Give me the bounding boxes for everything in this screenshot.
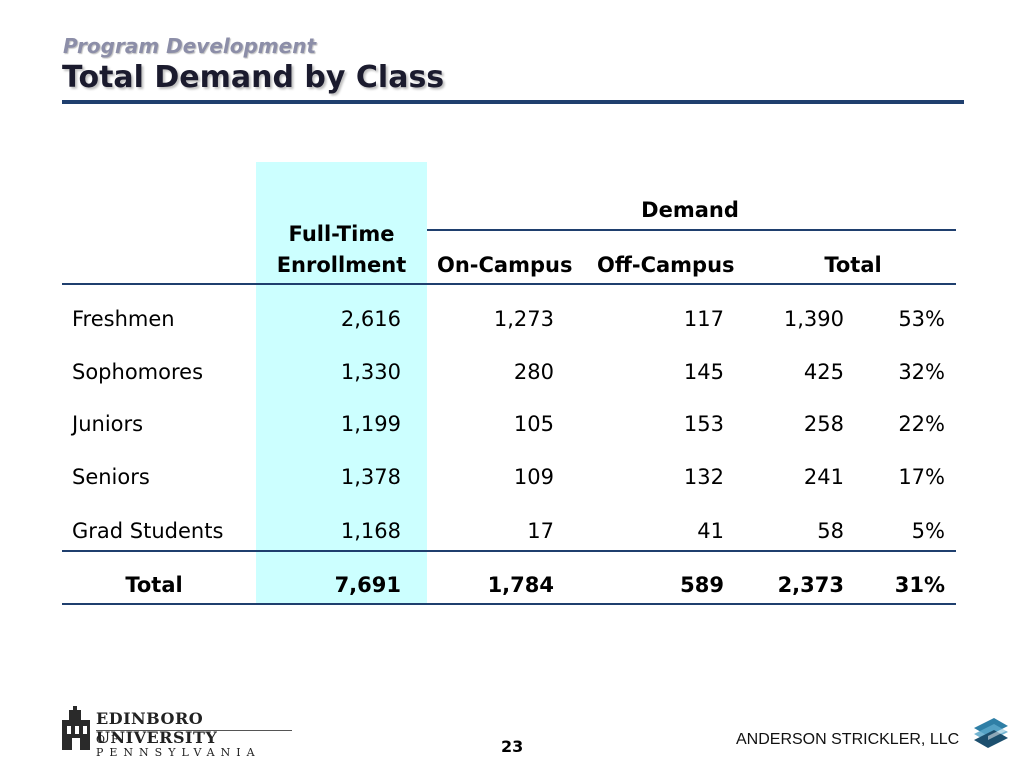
row-label: Sophomores bbox=[72, 360, 204, 384]
total-enrollment-cell: 7,691 bbox=[334, 573, 401, 597]
demand-header-rule bbox=[427, 229, 956, 231]
off-campus-cell: 117 bbox=[683, 307, 724, 331]
on-campus-header: On-Campus bbox=[437, 253, 573, 277]
total-rule-bottom bbox=[62, 603, 956, 605]
firm-logo-icon bbox=[974, 718, 1008, 748]
title-underline bbox=[62, 100, 964, 104]
firm-name: ANDERSON STRICKLER, LLC bbox=[736, 731, 960, 748]
row-label: Freshmen bbox=[72, 307, 175, 331]
off-campus-cell: 153 bbox=[683, 412, 724, 436]
on-campus-cell: 17 bbox=[527, 519, 554, 543]
university-name: EDINBORO UNIVERSITY bbox=[96, 709, 218, 747]
header-rule bbox=[62, 283, 956, 285]
percent-cell: 17% bbox=[898, 465, 945, 489]
total-cell: 258 bbox=[803, 412, 844, 436]
off-campus-cell: 145 bbox=[683, 360, 724, 384]
enrollment-cell: 1,168 bbox=[340, 519, 401, 543]
enrollment-cell: 1,330 bbox=[340, 360, 401, 384]
percent-cell: 32% bbox=[898, 360, 945, 384]
off-campus-cell: 41 bbox=[697, 519, 724, 543]
total-rule-top bbox=[62, 550, 956, 552]
row-label: Seniors bbox=[72, 465, 150, 489]
on-campus-cell: 105 bbox=[513, 412, 554, 436]
on-campus-cell: 109 bbox=[513, 465, 554, 489]
total-header: Total bbox=[824, 253, 882, 277]
total-percent-cell: 31% bbox=[894, 573, 945, 597]
enrollment-column-highlight bbox=[256, 162, 427, 605]
total-on-campus-cell: 1,784 bbox=[487, 573, 554, 597]
total-cell: 241 bbox=[803, 465, 844, 489]
percent-cell: 5% bbox=[911, 519, 945, 543]
percent-cell: 53% bbox=[898, 307, 945, 331]
off-campus-header: Off-Campus bbox=[597, 253, 735, 277]
total-cell: 58 bbox=[817, 519, 844, 543]
off-campus-cell: 132 bbox=[683, 465, 724, 489]
enrollment-cell: 2,616 bbox=[340, 307, 401, 331]
university-logo: EDINBORO UNIVERSITY OF PENNSYLVANIA bbox=[60, 706, 292, 759]
total-cell: 1,390 bbox=[783, 307, 844, 331]
on-campus-cell: 1,273 bbox=[493, 307, 554, 331]
enrollment-cell: 1,199 bbox=[340, 412, 401, 436]
total-off-campus-cell: 589 bbox=[680, 573, 724, 597]
logo-divider bbox=[96, 730, 292, 731]
slide-subtitle: Program Development bbox=[63, 34, 317, 58]
page-number: 23 bbox=[501, 737, 524, 756]
row-label: Grad Students bbox=[72, 519, 224, 543]
slide-title: Total Demand by Class bbox=[62, 60, 445, 95]
university-state: OF PENNSYLVANIA bbox=[96, 733, 261, 759]
enrollment-header-line2: Enrollment bbox=[276, 253, 407, 277]
enrollment-header-line1: Full-Time bbox=[288, 222, 395, 246]
total-row-label: Total bbox=[125, 573, 183, 597]
on-campus-cell: 280 bbox=[513, 360, 554, 384]
total-total-cell: 2,373 bbox=[777, 573, 844, 597]
demand-header: Demand bbox=[641, 198, 739, 222]
total-cell: 425 bbox=[803, 360, 844, 384]
enrollment-cell: 1,378 bbox=[340, 465, 401, 489]
university-crest-icon bbox=[62, 706, 90, 750]
percent-cell: 22% bbox=[898, 412, 945, 436]
row-label: Juniors bbox=[72, 412, 144, 436]
